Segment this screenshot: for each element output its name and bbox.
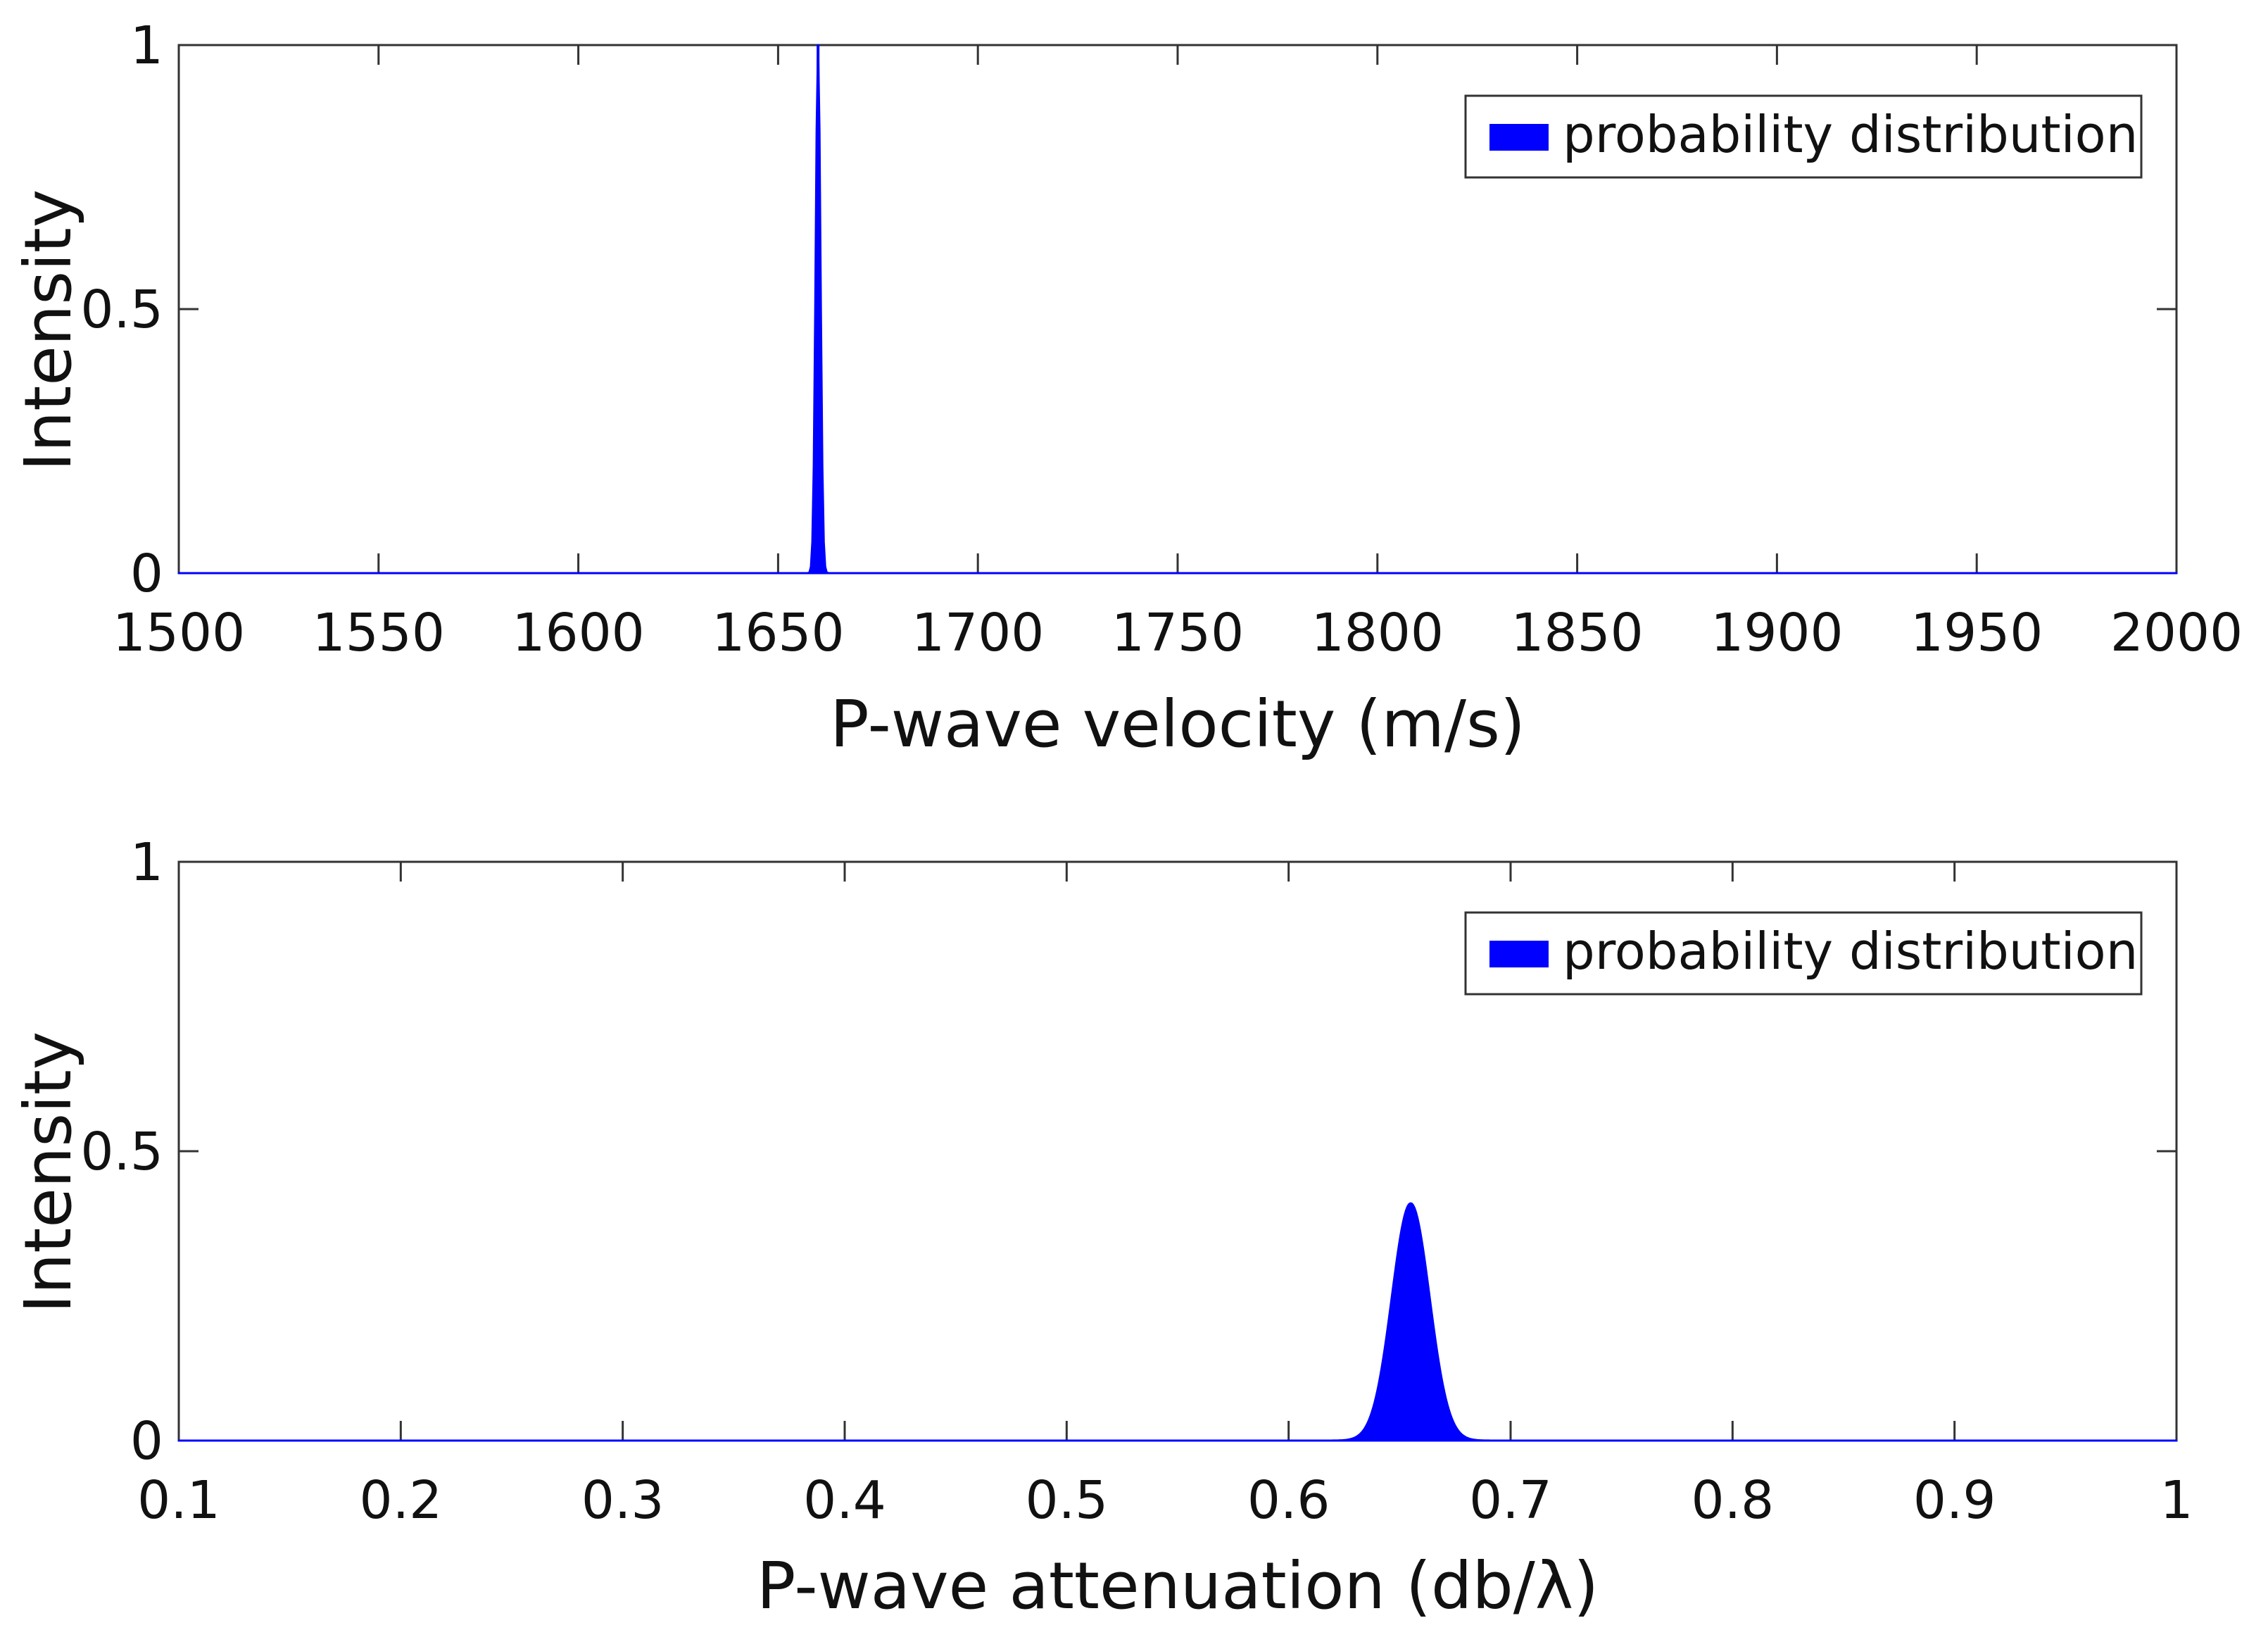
x-tick-label: 1 [2160,1470,2193,1531]
x-tick-label: 1550 [313,603,445,663]
x-tick-label: 1600 [512,603,644,663]
y-tick-label: 1 [130,832,163,893]
x-tick-label: 1700 [912,603,1044,663]
x-axis-title: P-wave velocity (m/s) [830,686,1525,762]
chart-2: 0.1 0.2 0.3 0.4 0.5 0.6 0.7 0.8 0.9 1 0 0.5 1 probabi… [11,832,2193,1624]
x-axis-title: P-wave attenuation (db/λ) [757,1548,1599,1624]
legend-box [1464,911,2143,996]
y-tick-label: 0 [130,544,163,604]
legend-label: probability distribution [1563,922,2138,981]
legend: probability distribution [1464,911,2143,996]
chart-1: 1500 1550 1600 1650 1700 1750 1800 1850 1900 1950… [11,15,2243,762]
x-tick-label: 0.8 [1691,1470,1774,1531]
y-tick-label: 1 [130,15,163,76]
y-tick-label: 0.5 [80,1122,163,1182]
x-tick-label: 0.7 [1469,1470,1552,1531]
legend-swatch [1489,941,1549,967]
y-tick-label: 0 [130,1411,163,1472]
x-tick-label: 1800 [1311,603,1444,663]
x-tick-label: 1850 [1511,603,1643,663]
x-tick-label: 0.3 [581,1470,664,1531]
legend: probability distribution [1464,94,2143,179]
x-tick-label: 1750 [1111,603,1244,663]
x-tick-label: 0.6 [1247,1470,1330,1531]
legend-swatch [1489,124,1549,151]
legend-box [1464,94,2143,179]
series-area [177,1202,2178,1442]
x-tick-label: 1900 [1711,603,1843,663]
y-axis-title: Intensity [11,1032,86,1313]
y-tick-label: 0.5 [80,280,163,340]
series-area [177,44,2178,575]
x-tick-label: 0.4 [803,1470,886,1531]
x-tick-label: 1950 [1910,603,2043,663]
x-tick-label: 0.5 [1025,1470,1108,1531]
x-tick-label: 1500 [113,603,245,663]
legend-label: probability distribution [1563,105,2138,164]
x-tick-label: 1650 [712,603,844,663]
x-tick-label: 2000 [2110,603,2243,663]
x-tick-label: 0.2 [359,1470,442,1531]
y-axis-title: Intensity [11,189,86,471]
x-tick-label: 0.1 [137,1470,220,1531]
x-tick-label: 0.9 [1913,1470,1996,1531]
